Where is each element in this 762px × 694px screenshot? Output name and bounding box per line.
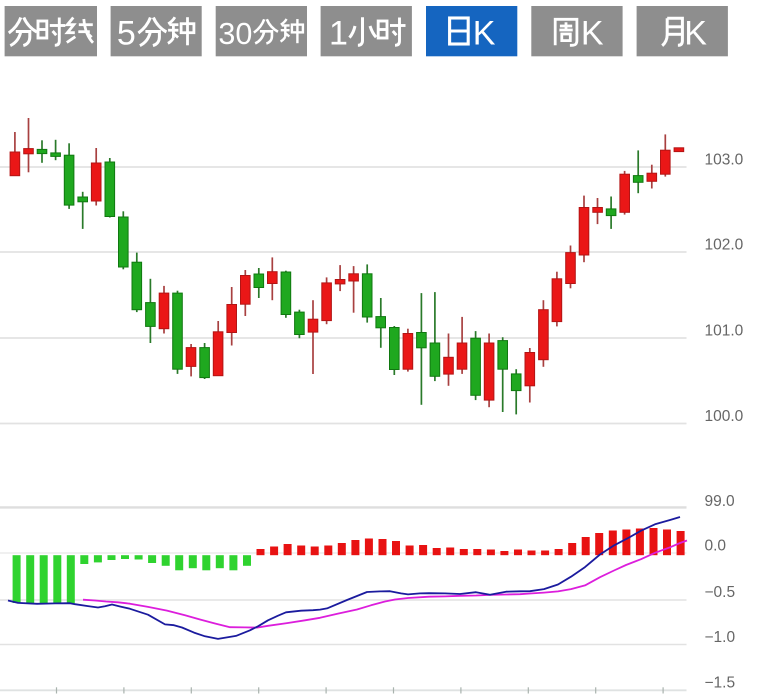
svg-text:103.0: 103.0 bbox=[705, 152, 744, 169]
svg-text:K: K bbox=[581, 15, 604, 53]
svg-text:−1.0: −1.0 bbox=[705, 629, 736, 646]
svg-text:102.0: 102.0 bbox=[705, 237, 744, 254]
svg-text:100.0: 100.0 bbox=[705, 408, 744, 425]
svg-text:30: 30 bbox=[218, 17, 252, 51]
svg-text:5: 5 bbox=[117, 15, 136, 53]
svg-text:0.0: 0.0 bbox=[705, 538, 727, 555]
svg-text:1: 1 bbox=[329, 15, 348, 53]
svg-text:K: K bbox=[473, 15, 496, 53]
svg-text:−1.5: −1.5 bbox=[705, 675, 736, 692]
svg-text:K: K bbox=[684, 15, 707, 53]
svg-text:101.0: 101.0 bbox=[705, 323, 744, 340]
svg-text:99.0: 99.0 bbox=[705, 493, 736, 510]
svg-text:−0.5: −0.5 bbox=[705, 584, 736, 601]
